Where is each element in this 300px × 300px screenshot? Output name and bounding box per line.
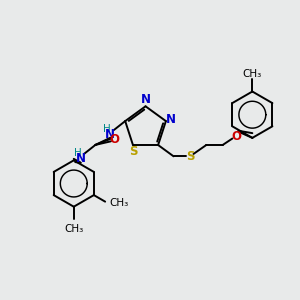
Text: S: S xyxy=(129,145,137,158)
Text: CH₃: CH₃ xyxy=(243,69,262,79)
Text: CH₃: CH₃ xyxy=(109,198,129,208)
Text: H: H xyxy=(103,124,111,134)
Text: N: N xyxy=(140,93,151,106)
Text: O: O xyxy=(231,130,241,142)
Text: H: H xyxy=(74,148,82,158)
Text: O: O xyxy=(109,133,119,146)
Text: N: N xyxy=(166,113,176,126)
Text: CH₃: CH₃ xyxy=(64,224,83,234)
Text: S: S xyxy=(186,150,194,163)
Text: N: N xyxy=(105,128,115,141)
Text: N: N xyxy=(76,152,85,165)
